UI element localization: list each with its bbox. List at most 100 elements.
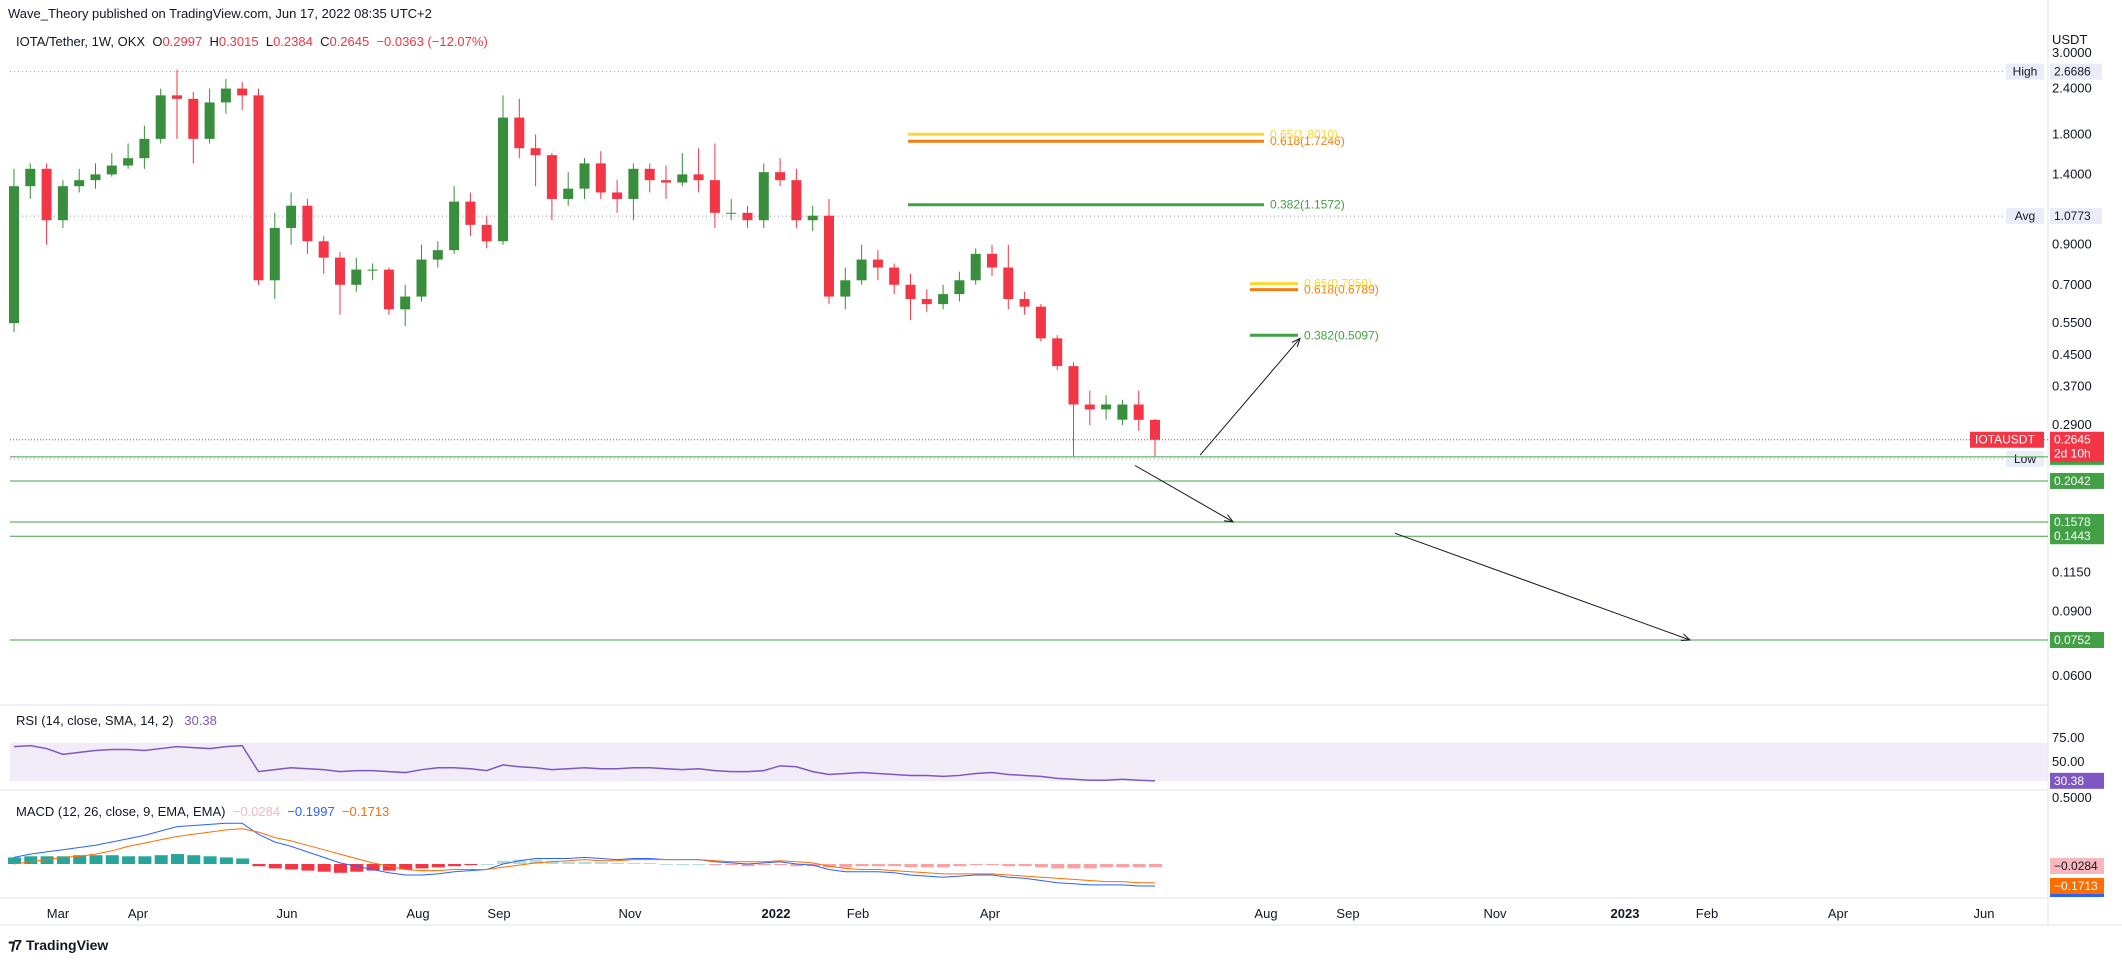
candle-body [514,117,525,149]
projection-arrow-down-head [1224,514,1235,523]
candle-body [139,138,150,159]
macd-histogram-bar [562,861,576,864]
macd-histogram-bar [513,859,527,864]
projection-arrow-up [1199,338,1301,456]
candle-body [449,201,460,251]
candle-body [351,269,362,285]
macd-line-current-marker [2050,894,2104,897]
candle-body [579,163,590,189]
low-value: 0.2384 [273,34,313,49]
x-axis-label: 2022 [762,906,791,921]
macd-histogram-bar [627,862,641,864]
macd-histogram-bar [1002,864,1016,867]
macd-histogram-bar [171,854,184,864]
candle-body [987,253,997,268]
macd-tick-label: 0.5000 [2052,790,2092,805]
support-value: 0.2042 [2054,474,2091,488]
macd-histogram-bar [969,864,983,866]
macd-histogram-bar [317,864,331,872]
candle-body [155,95,166,139]
candle-body [367,269,378,271]
macd-signal-line [13,828,1156,884]
x-axis-label: Sep [487,906,510,921]
candle-body [530,148,541,156]
candle-body [9,186,19,324]
candle-body [872,259,883,268]
candle-body [25,168,36,187]
candle-body [1150,419,1160,440]
macd-histogram-bar [823,864,836,868]
candle-body [921,299,932,305]
macd-histogram-bar [725,864,739,866]
macd-histogram-bar [448,864,462,867]
macd-line-value: −0.1997 [287,804,335,819]
x-axis-label: Jun [277,906,298,921]
countdown-value: 2d 10h [2054,447,2091,461]
macd-histogram-bar [73,855,87,864]
macd-histogram-bar [252,864,266,867]
macd-histogram-bar [8,857,21,864]
candle-body [693,174,704,181]
macd-histogram-bar [366,864,380,871]
candle-body [791,180,802,221]
macd-histogram-bar [1051,864,1065,869]
rsi-label: RSI (14, close, SMA, 14, 2) [16,713,174,728]
macd-histogram-bar [399,864,413,870]
macd-histogram-bar [790,864,804,867]
macd-histogram-bar [937,864,951,868]
candle-body [269,227,280,281]
support-value: 0.1443 [2054,529,2091,543]
x-axis-label: 2023 [1611,906,1640,921]
price-tick-label: 0.5500 [2052,315,2092,330]
rsi-tick-label: 50.00 [2052,754,2085,769]
close-label: C [320,34,330,49]
candle-body [677,174,688,183]
macd-histogram-bar [1083,864,1097,869]
fib-level-label: 0.65(1.8010) [1270,127,1338,141]
candle-body [1035,306,1046,339]
macd-histogram-bar [741,864,755,867]
macd-histogram-bar [692,864,706,865]
macd-histogram-bar [920,864,934,868]
x-axis-label: Aug [1254,906,1277,921]
candle-body [1003,267,1014,300]
projection-arrow-down [1134,465,1234,523]
price-tick-label: 0.4500 [2052,347,2092,362]
macd-histogram-bar [594,861,608,864]
candle-body [498,117,508,242]
macd-histogram-bar [415,864,429,869]
support-value: 0.1578 [2054,515,2091,529]
price-tick-label: 0.3700 [2052,378,2092,393]
macd-histogram-bar [1149,864,1162,868]
macd-histogram-bar [986,864,999,866]
macd-histogram-bar [24,856,38,864]
macd-legend: MACD (12, 26, close, 9, EMA, EMA) −0.028… [16,804,389,819]
candle-body [563,188,574,199]
high-label: H [209,34,219,49]
macd-histogram-bar [480,864,494,865]
candle-body [726,212,737,214]
macd-histogram-bar [138,856,152,864]
candle-body [383,269,394,310]
rsi-current-value: 30.38 [2054,774,2084,788]
tradingview-logo[interactable]: ⁊7 TradingView [8,936,108,954]
macd-histogram-bar [268,864,282,869]
macd-histogram-bar [904,864,918,868]
reference-value-bg [2050,208,2102,225]
candle-body [1019,299,1030,307]
macd-histogram-bar [219,857,233,864]
macd-histogram-bar [1067,864,1081,869]
price-tick-label: 0.1150 [2052,564,2091,579]
projection-arrow-up-head [1291,337,1301,348]
reference-tag-label: High [2013,65,2038,79]
x-axis-label: Feb [847,906,869,921]
candle-body [628,168,639,199]
candle-body [1117,404,1128,420]
rsi-band [10,742,2048,782]
x-axis-label: Apr [980,906,1001,921]
macd-histogram-bar [953,864,967,867]
price-tick-label: 3.0000 [2052,45,2092,60]
macd-histogram-bar [1018,864,1032,867]
high-value: 0.3015 [218,34,259,49]
